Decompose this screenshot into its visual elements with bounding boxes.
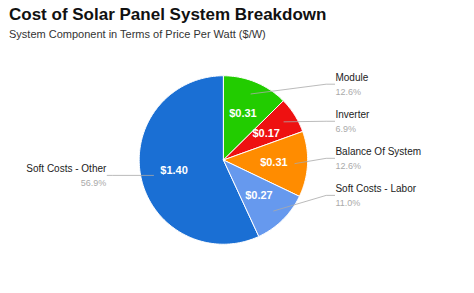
svg-text:$1.401.4: $1.401.4 bbox=[160, 164, 188, 176]
svg-text:12.6%: 12.6% bbox=[335, 87, 361, 97]
svg-text:Inverter: Inverter bbox=[335, 109, 370, 120]
svg-text:$0.310.31: $0.310.31 bbox=[229, 107, 257, 119]
svg-text:$0.170.17: $0.170.17 bbox=[252, 127, 280, 139]
svg-text:11.0%: 11.0% bbox=[335, 198, 360, 208]
svg-text:Module: Module bbox=[335, 72, 368, 83]
svg-text:6.9%: 6.9% bbox=[335, 124, 356, 134]
svg-text:Soft Costs - Labor: Soft Costs - Labor bbox=[335, 183, 416, 194]
svg-text:12.6%: 12.6% bbox=[335, 161, 361, 171]
svg-text:Soft Costs - Other: Soft Costs - Other bbox=[26, 163, 107, 174]
svg-text:Balance Of System: Balance Of System bbox=[335, 146, 421, 157]
html-text:System Component in Terms of P: System Component in Terms of Price Per W… bbox=[9, 28, 266, 40]
svg-text:$0.270.27: $0.270.27 bbox=[245, 189, 273, 201]
svg-text:56.9%: 56.9% bbox=[81, 178, 107, 188]
svg-text:$0.310.31: $0.310.31 bbox=[260, 156, 288, 168]
html-text:Cost of Solar Panel System Bre: Cost of Solar Panel System Breakdown bbox=[9, 5, 327, 24]
